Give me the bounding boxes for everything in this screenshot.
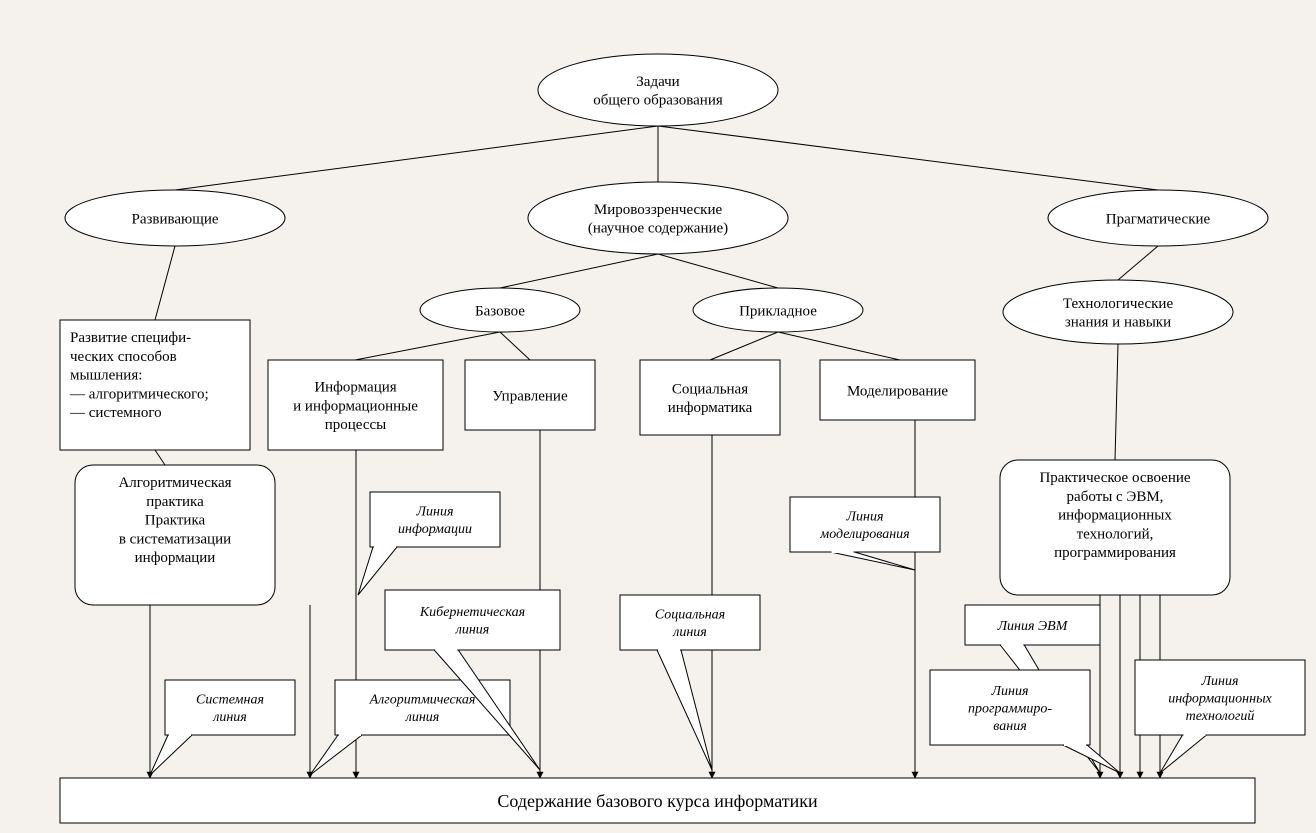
node-root	[538, 54, 778, 126]
connector	[658, 126, 1158, 190]
connector	[1115, 344, 1118, 460]
connector	[355, 332, 500, 360]
callout-tail-itline	[1160, 735, 1207, 773]
connector	[658, 254, 778, 288]
connector	[500, 254, 658, 288]
callout-tail-progline	[1063, 745, 1120, 773]
connector	[778, 332, 900, 360]
connector	[155, 450, 165, 465]
connector	[155, 246, 175, 320]
node-techskills	[1003, 280, 1233, 344]
callout-tail-infline	[358, 547, 397, 595]
bottom-label: Содержание базового курса информатики	[497, 791, 818, 811]
svg-text:Практическое освоениеработы с: Практическое освоениеработы с ЭВМ,информ…	[1039, 470, 1190, 561]
connector	[175, 126, 658, 190]
callout-tail-algline	[310, 735, 362, 775]
connector	[710, 332, 778, 360]
callout-tail-socline	[657, 650, 712, 770]
svg-text:Прикладное: Прикладное	[739, 303, 817, 319]
svg-text:Линия ЭВМ: Линия ЭВМ	[997, 619, 1069, 634]
svg-text:Базовое: Базовое	[475, 303, 525, 319]
connector	[1118, 246, 1158, 280]
connector	[500, 332, 530, 360]
callout-tail-modline	[831, 552, 916, 570]
svg-text:Управление: Управление	[492, 388, 568, 404]
node-socinf	[640, 360, 780, 435]
svg-text:Прагматические: Прагматические	[1106, 211, 1211, 227]
node-worldview	[528, 182, 788, 254]
callout-tail-sysline	[150, 735, 192, 775]
svg-text:Моделирование: Моделирование	[847, 383, 948, 399]
svg-text:Развивающие: Развивающие	[131, 211, 218, 227]
